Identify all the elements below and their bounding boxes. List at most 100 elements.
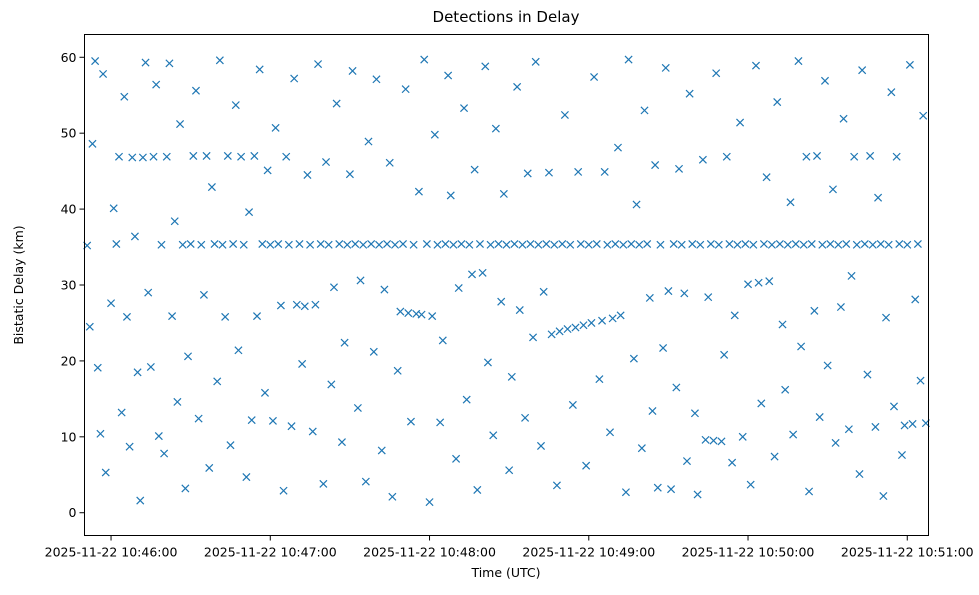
data-point <box>176 120 185 129</box>
data-point <box>93 363 102 372</box>
data-point <box>329 283 339 292</box>
data-point <box>584 240 593 249</box>
data-point <box>544 168 553 177</box>
data-point <box>245 208 254 217</box>
data-point <box>337 438 346 447</box>
data-point <box>136 496 145 505</box>
data-point <box>613 143 622 152</box>
data-point <box>507 372 516 381</box>
data-point <box>398 239 408 249</box>
data-point <box>255 65 264 74</box>
data-point <box>414 187 423 196</box>
y-tick-label: 30 <box>61 278 77 293</box>
data-point <box>298 359 307 368</box>
data-point <box>428 312 437 321</box>
data-point <box>218 240 227 249</box>
y-tick-label: 0 <box>69 505 77 520</box>
data-point <box>722 152 731 161</box>
data-point <box>651 161 660 170</box>
data-point <box>133 368 142 377</box>
data-point <box>682 457 692 466</box>
data-point <box>268 416 277 425</box>
data-point <box>892 152 901 161</box>
data-point <box>292 300 301 309</box>
data-point <box>510 239 519 249</box>
data-point <box>786 198 795 207</box>
data-point <box>592 239 601 249</box>
data-point <box>197 240 206 249</box>
data-point <box>446 191 455 200</box>
data-point <box>391 240 400 249</box>
data-point <box>701 435 710 444</box>
data-point <box>351 239 360 249</box>
data-point <box>560 110 569 119</box>
data-point <box>911 295 920 304</box>
data-point <box>295 239 304 249</box>
x-tick-label: 2025-11-22 10:51:00 <box>841 545 974 560</box>
data-point <box>231 101 240 110</box>
data-point <box>234 346 243 355</box>
data-point <box>871 422 880 431</box>
data-point <box>550 240 559 249</box>
data-point <box>178 240 187 249</box>
data-point <box>364 137 373 146</box>
data-point <box>404 309 413 318</box>
data-point <box>282 152 291 161</box>
data-point <box>802 152 811 161</box>
data-point <box>879 492 888 501</box>
data-point <box>401 85 410 94</box>
data-point <box>555 327 564 336</box>
data-point <box>889 402 899 411</box>
data-point <box>730 311 739 320</box>
data-point <box>144 288 153 297</box>
data-point <box>624 55 633 64</box>
data-point <box>189 151 198 160</box>
data-point <box>215 56 224 65</box>
data-point <box>762 173 771 182</box>
data-point <box>842 239 851 249</box>
data-point <box>494 239 503 249</box>
data-point <box>406 417 415 426</box>
data-point <box>900 421 909 430</box>
data-point <box>823 361 832 370</box>
data-point <box>558 239 567 249</box>
data-point <box>359 240 368 249</box>
data-point <box>96 429 105 438</box>
data-point <box>438 336 447 345</box>
data-point <box>539 287 548 296</box>
data-point <box>168 312 177 321</box>
data-point <box>863 370 872 379</box>
data-point <box>85 322 94 331</box>
data-point <box>674 164 684 173</box>
data-point <box>122 312 131 321</box>
data-point <box>815 413 824 422</box>
data-point <box>895 239 904 249</box>
data-point <box>194 414 203 423</box>
data-point <box>375 240 384 249</box>
data-point <box>757 399 766 408</box>
data-point <box>467 270 477 279</box>
data-point <box>704 293 713 302</box>
data-point <box>855 469 864 479</box>
data-point <box>743 280 753 289</box>
data-point <box>449 240 458 249</box>
data-point <box>725 239 734 249</box>
data-point <box>213 377 222 386</box>
data-point <box>300 302 309 311</box>
data-point <box>598 316 607 325</box>
data-point <box>696 240 705 249</box>
data-point <box>303 170 312 179</box>
data-point <box>882 313 891 322</box>
data-point <box>579 321 588 330</box>
x-axis-label: Time (UTC) <box>470 565 540 580</box>
data-point <box>380 285 389 294</box>
data-point <box>706 239 715 249</box>
data-point <box>587 318 596 327</box>
data-point <box>114 152 124 161</box>
data-point <box>478 268 487 277</box>
data-point <box>279 486 288 495</box>
data-point <box>860 239 869 249</box>
data-point <box>99 69 108 78</box>
data-point <box>903 240 912 249</box>
data-points <box>83 55 930 507</box>
